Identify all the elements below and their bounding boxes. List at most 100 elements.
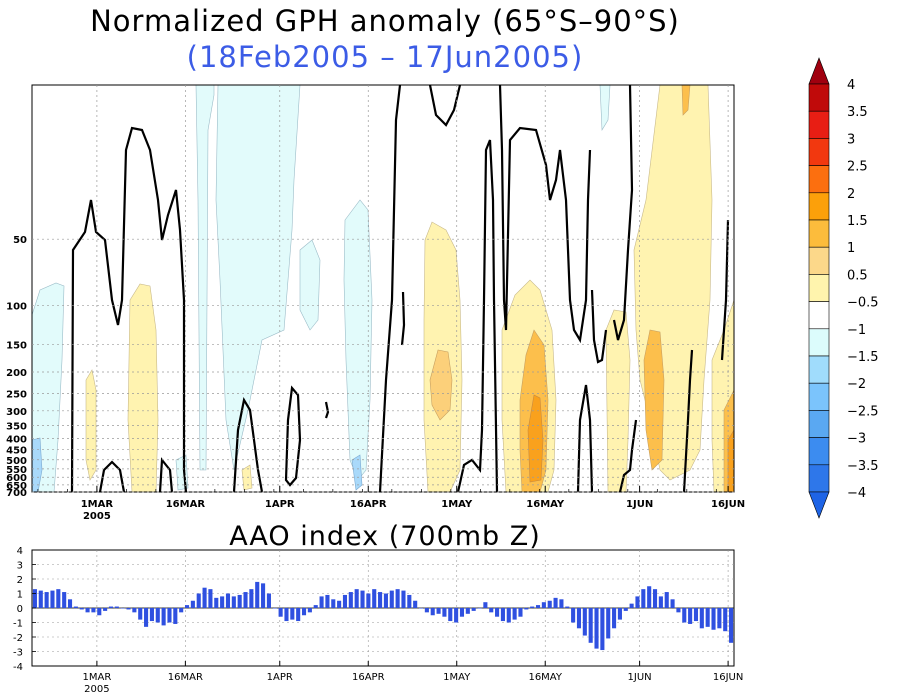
colorbar-label: −3 (847, 432, 866, 447)
aao-bar (629, 603, 634, 608)
aao-bar (395, 589, 400, 608)
aao-bar (278, 608, 283, 617)
aao-x-tick-label: 1MAY (443, 672, 471, 683)
aao-bar (348, 592, 353, 608)
aao-bar (120, 608, 125, 609)
aao-bar (313, 605, 318, 608)
colorbar-swatch (808, 410, 830, 438)
aao-bar (32, 589, 37, 608)
aao-bar (167, 608, 172, 623)
aao-bar (512, 608, 517, 620)
aao-bar (196, 593, 201, 608)
zero-contour-7 (378, 85, 402, 492)
aao-bar (225, 593, 231, 608)
x-tick-label: 16MAY (526, 499, 565, 510)
colorbar-swatch (808, 165, 830, 194)
aao-bar (243, 592, 248, 608)
aao-bar (202, 587, 207, 608)
aao-bar (424, 608, 429, 613)
aao-bar (541, 602, 546, 608)
aao-bar (442, 608, 447, 617)
zero-contour-4 (232, 396, 264, 492)
colorbar-swatch (808, 464, 830, 493)
contour-neg-apr2 (343, 199, 373, 481)
aao-bar (91, 608, 96, 613)
aao-bar (296, 608, 301, 622)
aao-bar (477, 608, 482, 609)
aao-bar (56, 589, 61, 608)
colorbar-label: −0.5 (847, 296, 879, 311)
contour-pos1-top (681, 85, 691, 116)
colorbar-label: −1 (847, 323, 866, 338)
y-tick-label: 100 (6, 302, 27, 313)
aao-bar (220, 596, 225, 608)
aao-bar (179, 608, 184, 613)
aao-bar (307, 608, 312, 613)
aao-bar (530, 606, 535, 608)
zero-contour-17 (720, 219, 730, 361)
x-tick-label: 16APR (350, 499, 387, 510)
aao-bar (108, 606, 114, 608)
y-tick-label: 500 (6, 456, 27, 467)
colorbar-swatch (808, 192, 830, 221)
aao-bar (126, 608, 131, 610)
aao-y-tick-label: 0 (17, 604, 23, 615)
aao-x-tick-label: 1JUN (628, 672, 652, 683)
colorbar-label: −2 (847, 377, 866, 392)
aao-y-tick-label: 4 (17, 546, 23, 557)
zero-contour-5 (284, 385, 302, 487)
aao-bar (518, 608, 523, 617)
aao-bar (547, 600, 552, 608)
aao-bar (705, 608, 710, 627)
aao-bar (372, 589, 377, 608)
y-tick-label: 450 (6, 446, 27, 457)
aao-bar (483, 602, 488, 608)
aao-x-tick-label: 16JUN (713, 672, 743, 683)
colorbar-label: 2 (847, 187, 855, 202)
zero-contour-1 (70, 126, 188, 492)
aao-bar (711, 608, 716, 630)
zero-contour-14 (618, 419, 638, 492)
x-tick-label: 16MAR (166, 499, 206, 510)
aao-y-tick-label: -4 (13, 662, 23, 673)
aao-bar (354, 589, 359, 608)
aao-bar (44, 592, 49, 608)
zero-contour-3 (158, 457, 174, 492)
aao-bar (418, 608, 424, 609)
y-tick-label: 650 (6, 481, 27, 492)
contour-pos-jun1 (605, 309, 631, 492)
aao-bar (647, 586, 652, 608)
aao-bar (79, 608, 84, 610)
colorbar-swatch (808, 328, 830, 357)
aao-title: AAO index (700mb Z) (229, 521, 541, 552)
zero-contours (70, 85, 730, 492)
aao-bar (67, 599, 73, 608)
aao-y-axis: -4 -3 -2 -1 0 1 2 3 4 (13, 546, 36, 673)
aao-bar (670, 599, 675, 608)
colorbar-label: 3 (847, 132, 855, 147)
aao-bar (559, 599, 564, 608)
aao-bar (500, 608, 505, 622)
colorbar-swatch (808, 382, 830, 411)
aao-x-tick-label: 1MAR (83, 672, 112, 683)
contour-neg-mid (299, 239, 321, 331)
aao-bar (588, 608, 593, 643)
aao-bar (448, 608, 453, 622)
colorbar-swatch (808, 274, 830, 302)
aao-bar (261, 583, 266, 608)
contour-pos15-edge (727, 429, 734, 492)
aao-bar (173, 608, 178, 624)
heatmap-grid (32, 85, 734, 493)
aao-bar (208, 589, 213, 608)
y-tick-label: 200 (6, 368, 27, 379)
aao-x-tick-label: 16MAR (168, 672, 203, 683)
aao-x-tick-label: 16APR (352, 672, 385, 683)
aao-bar (103, 608, 108, 611)
y-tick-label: 550 (6, 465, 27, 476)
y-tick-label: 150 (6, 340, 27, 351)
aao-bar (459, 608, 465, 617)
aao-y-tick-label: 2 (17, 575, 23, 586)
y-tick-label: 400 (6, 434, 27, 445)
